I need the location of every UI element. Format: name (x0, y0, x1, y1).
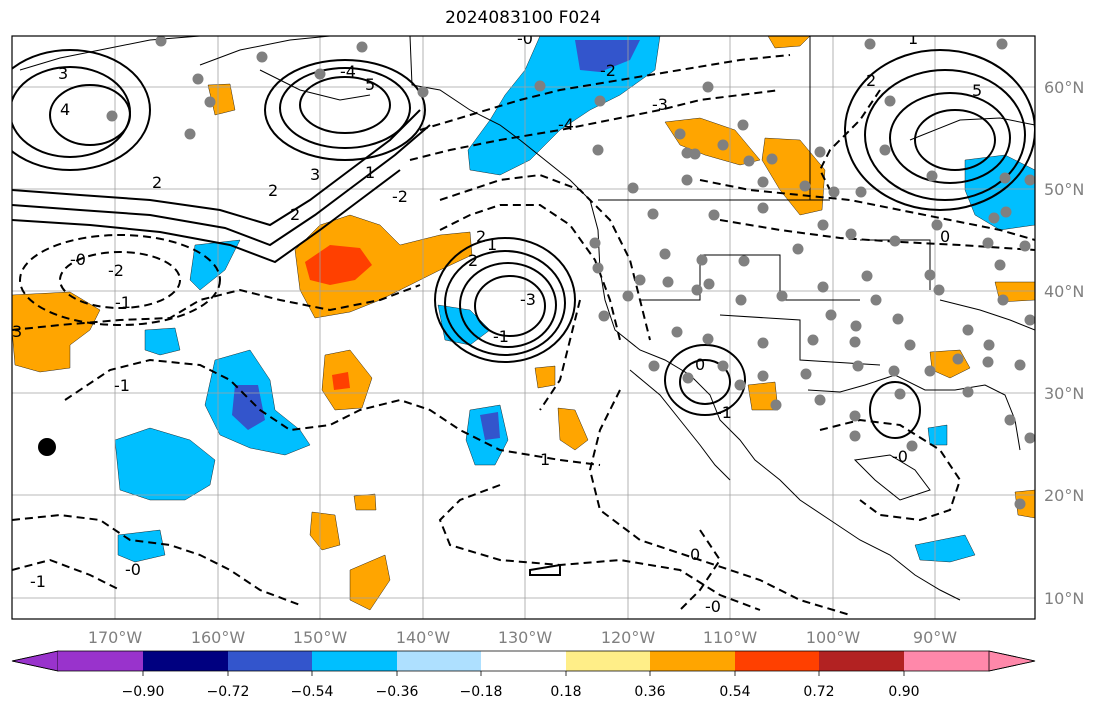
colorbar-segment (735, 651, 821, 671)
contour-label: -1 (493, 327, 509, 346)
dashed-contours (12, 54, 1035, 616)
lon-label: 100°W (806, 628, 861, 647)
contour-label: -2 (600, 61, 616, 80)
longitude-labels: 170°W 160°W 150°W 140°W 130°W 120°W 110°… (88, 628, 957, 647)
contour-label: 0 (940, 227, 950, 246)
lon-label: 120°W (601, 628, 656, 647)
colorbar-tick-label: 0.90 (888, 684, 919, 700)
contour-label: -4 (558, 115, 574, 134)
lon-label: 140°W (396, 628, 451, 647)
large-marker (38, 438, 56, 456)
contour-label: 2 (290, 205, 300, 224)
colorbar-tick-label: −0.54 (291, 684, 334, 700)
lon-label: 150°W (293, 628, 348, 647)
colorbar-segment (58, 651, 144, 671)
contour-label: -2 (392, 187, 408, 206)
contour-label: 2 (268, 181, 278, 200)
colorbar-segment (819, 651, 905, 671)
contour-label: 2 (468, 251, 478, 270)
contour-label: 3 (310, 165, 320, 184)
colorbar-tick-label: 0.72 (803, 684, 834, 700)
colorbar-segment (228, 651, 314, 671)
lat-label: 30°N (1044, 384, 1084, 403)
contour-label: 3 (12, 322, 22, 341)
solid-contours (12, 49, 1035, 576)
contour-label: -0 (70, 250, 86, 269)
colorbar-tick-label: −0.18 (460, 684, 503, 700)
colorbar-tick-label: −0.36 (376, 684, 419, 700)
contour-label: -4 (340, 62, 356, 81)
colorbar-tick-label: 0.54 (719, 684, 750, 700)
colorbar-segment (566, 651, 652, 671)
contour-label: -0 (517, 29, 533, 48)
contour-label: -0 (705, 597, 721, 616)
colorbar-segment (904, 651, 989, 671)
lat-label: 60°N (1044, 78, 1084, 97)
contour-label: -0 (125, 560, 141, 579)
colorbar-extend-low (11, 650, 59, 672)
contour-label: 5 (972, 81, 982, 100)
contour-label: 1 (487, 235, 497, 254)
contour-label: -3 (652, 95, 668, 114)
contour-label: -0 (892, 447, 908, 466)
colorbar-tick-label: 0.36 (634, 684, 665, 700)
latitude-labels: 60°N 50°N 40°N 30°N 20°N 10°N (1044, 78, 1084, 608)
contour-label: -1 (115, 293, 131, 312)
colorbar-outline (11, 650, 1036, 672)
lat-label: 10°N (1044, 589, 1084, 608)
contour-label: -1 (716, 403, 732, 422)
colorbar-segment (397, 651, 483, 671)
contour-labels: 3 4 2 -4 5 -2 3 2 -3 -4 1 2 -2 2 1 2 -3 … (12, 29, 982, 616)
contour-label: 0 (690, 545, 700, 564)
colorbar-extend-high (988, 650, 1036, 672)
contour-label: 0 (695, 355, 705, 374)
lat-label: 50°N (1044, 180, 1084, 199)
colorbar: −0.90 −0.72 −0.54 −0.36 −0.18 0.18 0.36 … (11, 650, 1036, 700)
lat-label: 40°N (1044, 282, 1084, 301)
contour-label: 2 (152, 173, 162, 192)
gridlines (12, 36, 1035, 619)
colorbar-tick-label: −0.90 (122, 684, 165, 700)
colorbar-tick-label: −0.72 (207, 684, 250, 700)
lon-label: 160°W (191, 628, 246, 647)
colorbar-tick-label: 0.18 (550, 684, 581, 700)
lon-label: 170°W (88, 628, 143, 647)
contour-label: 3 (58, 64, 68, 83)
lon-label: 110°W (703, 628, 758, 647)
contour-label: -1 (114, 376, 130, 395)
lon-label: 130°W (498, 628, 553, 647)
colorbar-segment (650, 651, 736, 671)
map-frame (11, 35, 1036, 620)
colorbar-segment (312, 651, 398, 671)
contour-label: -3 (520, 290, 536, 309)
colorbar-segment (143, 651, 229, 671)
contour-label: -1 (30, 572, 46, 591)
contour-label: 1 (908, 29, 918, 48)
coastlines (19, 36, 1035, 601)
contour-label: 2 (866, 71, 876, 90)
contour-label: 4 (60, 100, 70, 119)
lon-label: 90°W (913, 628, 957, 647)
contour-label: 1 (365, 163, 375, 182)
contour-label: -2 (108, 261, 124, 280)
lat-label: 20°N (1044, 486, 1084, 505)
colorbar-segment (481, 651, 567, 671)
contour-label: 1 (540, 450, 550, 469)
contour-label: 5 (365, 75, 375, 94)
contour-label: 2 (476, 227, 486, 246)
map-title: 2024083100 F024 (445, 8, 601, 28)
station-markers (106, 36, 1035, 510)
shaded-anomaly-regions (12, 36, 1035, 611)
